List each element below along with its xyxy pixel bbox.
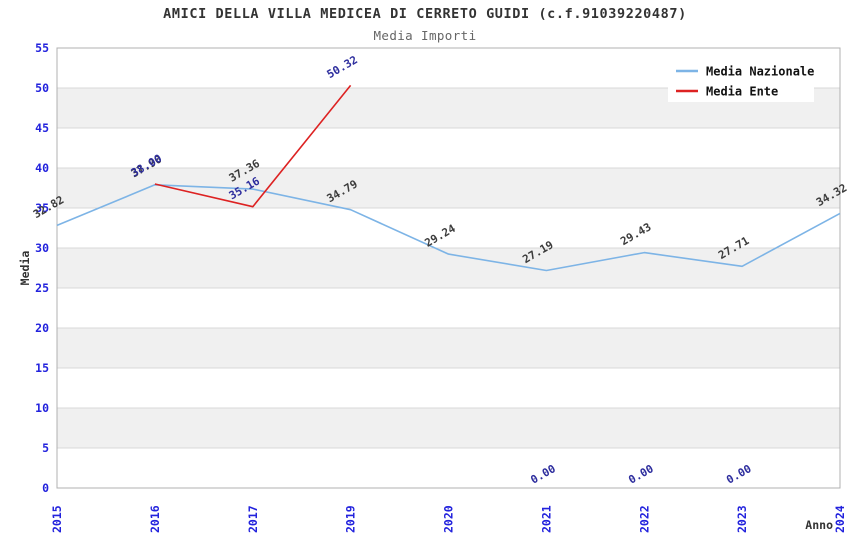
x-tick-label: 2020 — [442, 505, 456, 533]
y-tick-label: 10 — [35, 401, 49, 415]
chart-subtitle: Media Importi — [373, 28, 477, 43]
plot-band — [57, 408, 840, 448]
y-tick-label: 30 — [35, 241, 49, 255]
y-axis-title: Media — [18, 251, 32, 286]
plot-band — [57, 168, 840, 208]
y-tick-label: 45 — [35, 121, 49, 135]
y-tick-label: 50 — [35, 81, 49, 95]
x-tick-label: 2022 — [637, 505, 651, 533]
legend-label: Media Ente — [706, 85, 778, 99]
chart-title: AMICI DELLA VILLA MEDICEA DI CERRETO GUI… — [163, 6, 687, 22]
x-tick-label: 2015 — [50, 505, 64, 533]
series-line — [56, 184, 841, 272]
x-tick-label: 2016 — [148, 505, 162, 533]
y-tick-label: 5 — [42, 441, 49, 455]
y-tick-label: 15 — [35, 361, 49, 375]
data-label: 32.82 — [31, 193, 66, 221]
series-line — [154, 84, 352, 208]
y-tick-label: 20 — [35, 321, 49, 335]
x-tick-label: 2017 — [246, 505, 260, 533]
data-label: 0.00 — [724, 462, 753, 487]
x-tick-label: 2019 — [344, 505, 358, 533]
y-tick-label: 55 — [35, 41, 49, 55]
x-tick-label: 2024 — [833, 505, 847, 533]
legend-box — [668, 55, 814, 102]
y-tick-label: 25 — [35, 281, 49, 295]
plot-border — [56, 47, 841, 489]
plot-band — [57, 328, 840, 368]
data-label: 0.00 — [626, 462, 655, 487]
x-axis-title: Anno — [805, 518, 833, 532]
x-tick-label: 2023 — [735, 505, 749, 533]
y-tick-label: 35 — [35, 201, 49, 215]
data-label: 50.32 — [325, 53, 360, 81]
data-label: 29.43 — [618, 220, 653, 248]
x-tick-label: 2021 — [539, 505, 553, 533]
data-label: 29.24 — [423, 222, 459, 250]
legend-label: Media Nazionale — [706, 65, 814, 79]
data-label: 0.00 — [528, 462, 557, 487]
y-tick-label: 0 — [42, 481, 49, 495]
y-tick-label: 40 — [35, 161, 49, 175]
